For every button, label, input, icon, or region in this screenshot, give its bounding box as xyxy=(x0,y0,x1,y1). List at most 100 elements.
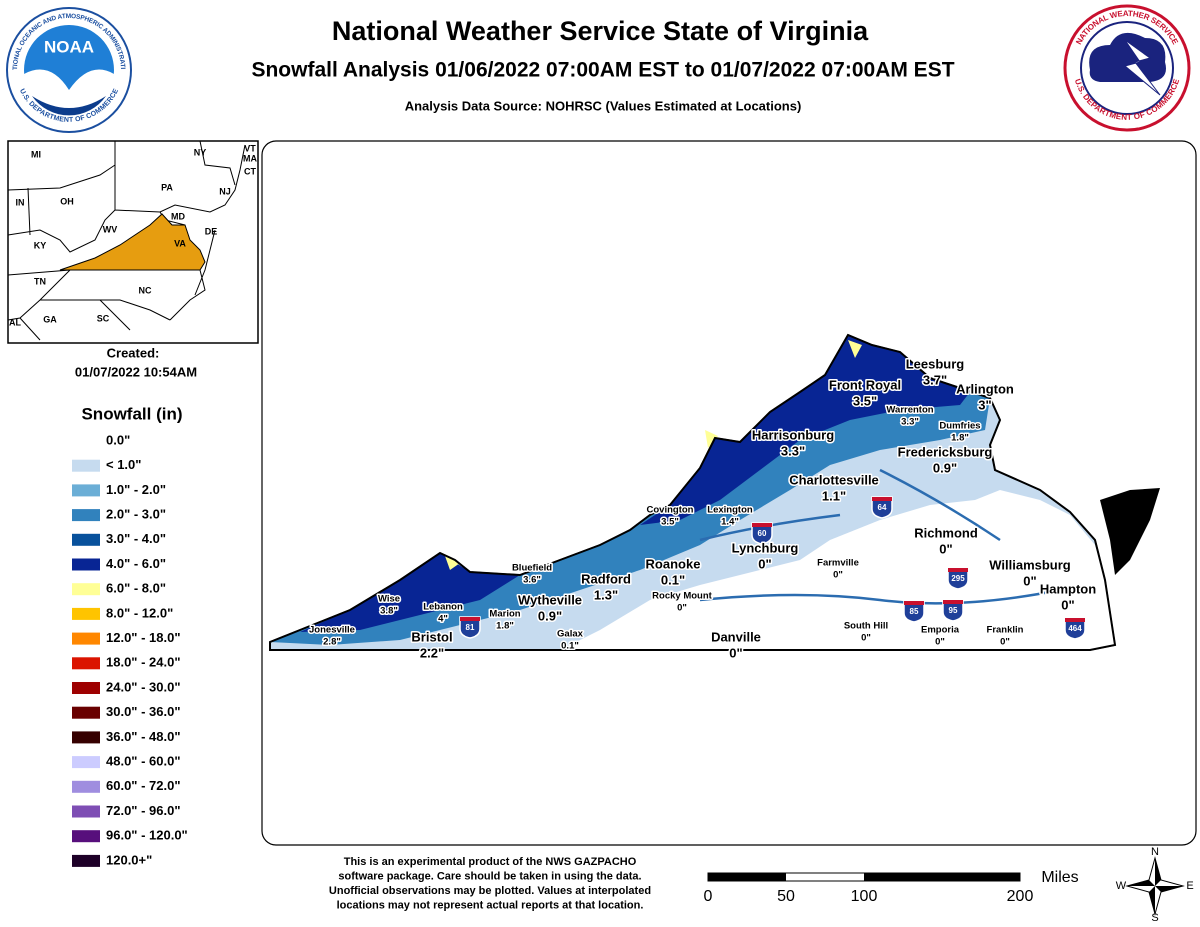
snowfall-value: 0" xyxy=(935,637,945,648)
compass-n: N xyxy=(1151,846,1159,858)
shield-top xyxy=(904,601,924,605)
state-label: MI xyxy=(31,149,41,159)
scale-unit: Miles xyxy=(1041,869,1078,886)
disclaimer: This is an experimental product of the N… xyxy=(329,856,651,912)
interstate-number: 85 xyxy=(910,607,919,616)
snowfall-value: 3.5" xyxy=(661,517,679,528)
scale-label: 50 xyxy=(777,888,795,905)
state-label: KY xyxy=(34,240,47,250)
compass-w: W xyxy=(1116,880,1127,892)
legend-swatch xyxy=(72,632,100,645)
scale-label: 100 xyxy=(851,888,878,905)
city-name: Charlottesville xyxy=(789,472,879,487)
state-label: CT xyxy=(244,166,256,176)
interstate-shield xyxy=(942,599,964,622)
legend-swatch xyxy=(72,509,100,522)
state-label: NY xyxy=(194,147,207,157)
legend-label: 120.0+" xyxy=(106,852,152,867)
city-name: Lynchburg xyxy=(732,540,799,555)
snowfall-value: 3.6" xyxy=(523,575,541,586)
legend-swatch xyxy=(72,805,100,818)
city-name: Lebanon xyxy=(423,602,463,613)
city-name: Harrisonburg xyxy=(752,427,834,442)
snowfall-value: 0" xyxy=(677,603,687,614)
nws-logo: NATIONAL WEATHER SERVICE U.S. DEPARTMENT… xyxy=(1063,4,1191,132)
city-name: Dumfries xyxy=(939,421,980,432)
state-label: AL xyxy=(9,317,21,327)
state-label: TN xyxy=(34,276,46,286)
state-label: WV xyxy=(103,224,118,234)
scale-bar: 0 50 100 200 Miles xyxy=(704,869,1079,905)
city-name: Lexington xyxy=(707,505,753,516)
legend-label: 3.0" - 4.0" xyxy=(106,531,166,546)
virginia xyxy=(269,333,1160,651)
interstate-number: 81 xyxy=(466,623,475,632)
interstate-number: 60 xyxy=(758,529,767,538)
snowfall-value: 0.1" xyxy=(661,572,685,587)
snowfall-value: 3.8" xyxy=(380,606,398,617)
interstate-number: 464 xyxy=(1068,624,1082,633)
snowfall-value: 0" xyxy=(861,633,871,644)
shield-top xyxy=(943,600,963,604)
snowfall-value: 0" xyxy=(939,541,952,556)
interstate-shield xyxy=(947,567,969,590)
legend-label: 1.0" - 2.0" xyxy=(106,482,166,497)
city-name: Richmond xyxy=(914,525,978,540)
city-name: Bristol xyxy=(411,629,452,644)
city-name: Wytheville xyxy=(518,592,582,607)
legend-title: Snowfall (in) xyxy=(81,404,182,423)
city-name: Marion xyxy=(489,609,520,620)
snowfall-value: 4" xyxy=(438,614,448,625)
shield-top xyxy=(752,523,772,527)
city-name: Warrenton xyxy=(886,405,933,416)
legend-label: 8.0" - 12.0" xyxy=(106,605,173,620)
legend-swatch xyxy=(72,607,100,620)
scale-label: 0 xyxy=(704,888,713,905)
city-name: Leesburg xyxy=(906,356,965,371)
title: National Weather Service State of Virgin… xyxy=(332,16,869,46)
snowfall-value: 3.5" xyxy=(853,393,877,408)
created-date: 01/07/2022 10:54AM xyxy=(75,364,197,379)
interstate-number: 64 xyxy=(878,503,887,512)
interstates: 81 60 64 295 85 95 464 xyxy=(459,496,1086,640)
interstate-shield xyxy=(751,522,773,545)
city-name: Rocky Mount xyxy=(652,591,712,602)
snowfall-value: 1.1" xyxy=(822,488,846,503)
state-label: OH xyxy=(60,196,74,206)
interstate-number: 95 xyxy=(949,606,958,615)
interstate-shield xyxy=(1064,617,1086,640)
city-name: Bluefield xyxy=(512,563,552,574)
city-name: Hampton xyxy=(1040,581,1096,596)
disclaimer-line: This is an experimental product of the N… xyxy=(344,856,637,868)
legend-label: 36.0" - 48.0" xyxy=(106,729,180,744)
state-label: SC xyxy=(97,313,110,323)
legend-swatch xyxy=(72,682,100,694)
snowfall-value: 3.3" xyxy=(781,443,805,458)
city-name: Wise xyxy=(378,594,400,605)
snowfall-value: 3" xyxy=(978,397,991,412)
disclaimer-line: locations may not represent actual repor… xyxy=(337,899,644,911)
compass: N S E W xyxy=(1116,846,1194,924)
compass-s: S xyxy=(1151,912,1158,924)
legend-label: 30.0" - 36.0" xyxy=(106,704,180,719)
legend-label: 72.0" - 96.0" xyxy=(106,803,180,818)
legend-label: 96.0" - 120.0" xyxy=(106,828,188,843)
interstate-shield xyxy=(871,496,893,519)
noaa-logo: NOAA NATIONAL OCEANIC AND ATMOSPHERIC AD… xyxy=(0,0,132,133)
legend-swatch xyxy=(72,756,100,769)
legend: 0.0" < 1.0" 1.0" - 2.0" 2.0" - 3.0" 3.0" - 4… xyxy=(72,432,188,867)
snowfall-value: 3.3" xyxy=(901,417,919,428)
legend-swatch xyxy=(72,435,100,447)
legend-swatch xyxy=(72,854,100,867)
state-label: GA xyxy=(43,314,57,324)
snowfall-value: 0" xyxy=(833,570,843,581)
interstate-shield xyxy=(903,600,925,623)
state-label: DE xyxy=(205,226,218,236)
snowfall-value: 1.4" xyxy=(721,517,739,528)
city-name: Williamsburg xyxy=(989,557,1071,572)
snowfall-value: 2.8" xyxy=(323,637,341,648)
noaa-name: NOAA xyxy=(44,37,94,56)
city-name: Jonesville xyxy=(309,625,355,636)
legend-swatch xyxy=(72,533,100,546)
